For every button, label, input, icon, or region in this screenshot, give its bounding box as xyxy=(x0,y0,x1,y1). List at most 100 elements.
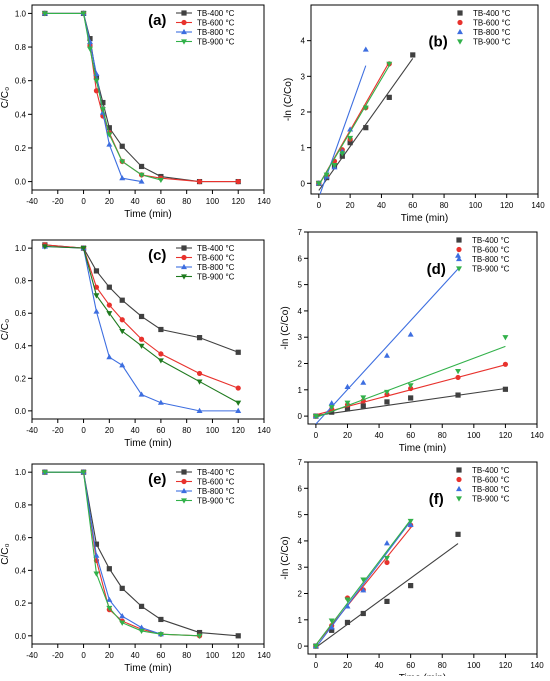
plot-frame xyxy=(307,461,538,655)
legend-marker xyxy=(181,28,187,35)
panel-label: (d) xyxy=(427,261,446,278)
series-tb-900-c-point xyxy=(99,107,106,113)
series-tb-400-c-point xyxy=(106,284,112,290)
series-tb-900-c-point xyxy=(119,159,126,165)
x-tick-label: 40 xyxy=(375,661,384,670)
legend-marker xyxy=(456,266,462,272)
x-tick-label: 120 xyxy=(499,431,513,440)
y-axis-label: -ln (C/Co) xyxy=(280,306,291,349)
series-tb-900-c-point xyxy=(106,311,113,317)
series-tb-400-c-point xyxy=(455,392,461,398)
series-tb-900-c-point xyxy=(87,46,93,52)
series-tb-900-c-point xyxy=(138,628,145,635)
series-tb-400-c-point xyxy=(138,163,145,170)
series-tb-800-c-point xyxy=(106,596,113,602)
series-tb-400-c-point xyxy=(386,94,392,100)
series-tb-800-c-point xyxy=(328,624,335,630)
series-tb-900-c-point xyxy=(138,343,145,349)
y-tick-label: 6 xyxy=(298,254,303,263)
plot-frame xyxy=(310,4,539,195)
series-tb-900-c-point xyxy=(407,518,414,525)
x-tick-label: 60 xyxy=(156,651,165,660)
series-tb-400-c-point xyxy=(158,616,164,623)
series-tb-900-c-point xyxy=(196,633,203,639)
x-tick-label: 100 xyxy=(467,661,481,670)
legend-marker xyxy=(456,255,462,262)
series-tb-600-c-point xyxy=(196,178,203,185)
series-tb-900-c-point xyxy=(157,358,164,364)
legend-label: TB-900 °C xyxy=(473,38,511,47)
x-tick-label: 140 xyxy=(257,426,271,435)
series-tb-900-c-point xyxy=(331,163,338,169)
series-tb-900-c-point xyxy=(386,61,393,67)
legend-entry: TB-800 °C xyxy=(456,255,510,264)
x-tick-label: 0 xyxy=(81,426,86,435)
x-tick-label: -40 xyxy=(26,197,38,206)
y-tick-label: 1 xyxy=(298,616,303,625)
series-tb-400-c-point xyxy=(329,627,335,633)
y-tick-label: 0.0 xyxy=(15,178,27,187)
legend-marker xyxy=(181,498,187,504)
legend-label: TB-600 °C xyxy=(197,478,235,487)
legend-marker xyxy=(456,496,462,502)
y-tick-label: 2 xyxy=(298,360,303,369)
series-tb-900-c-point xyxy=(312,414,319,420)
x-tick-label: 40 xyxy=(377,201,386,210)
legend-label: TB-900 °C xyxy=(472,265,510,274)
legend-marker xyxy=(181,10,187,16)
x-tick-label: 100 xyxy=(206,197,220,206)
legend-marker xyxy=(181,263,187,270)
series-tb-400-c-point xyxy=(196,629,203,636)
legend-marker xyxy=(181,478,187,485)
y-tick-label: 0.8 xyxy=(15,501,27,510)
series-tb-400-c-point xyxy=(138,313,145,320)
x-tick-label: 140 xyxy=(530,661,544,670)
legend-label: TB-400 °C xyxy=(197,244,235,253)
legend-entry: TB-900 °C xyxy=(457,38,511,47)
x-tick-label: 0 xyxy=(81,651,86,660)
y-tick-label: 0.6 xyxy=(15,534,27,543)
legend-label: TB-400 °C xyxy=(473,9,511,18)
series-tb-600-c-point xyxy=(106,302,112,308)
series-tb-800-c-point xyxy=(360,587,367,593)
y-tick-label: 5 xyxy=(298,281,303,290)
x-tick-label: 20 xyxy=(105,426,114,435)
series-tb-800-c-point xyxy=(407,521,414,527)
series-tb-900-c-point xyxy=(328,618,335,624)
series-tb-600-c-point xyxy=(138,336,145,342)
series-tb-900-c-point xyxy=(360,577,367,583)
legend-label: TB-400 °C xyxy=(197,468,235,477)
series-tb-900-c-point xyxy=(80,11,87,17)
series-tb-400-c-point xyxy=(106,566,112,572)
series-tb-900-c-line xyxy=(44,471,200,637)
series-tb-400-c-point xyxy=(344,406,351,412)
series-tb-900-c-point xyxy=(407,383,414,389)
x-tick-label: 80 xyxy=(182,426,191,435)
x-axis-label: Time (min) xyxy=(124,663,171,674)
legend-label: TB-400 °C xyxy=(472,236,510,245)
plot-frame xyxy=(31,4,265,191)
series-tb-900-c-point xyxy=(196,379,203,385)
x-tick-label: 120 xyxy=(499,661,513,670)
y-tick-label: 0 xyxy=(298,642,303,651)
x-axis-label: Time (min) xyxy=(401,213,448,224)
y-tick-label: 0.2 xyxy=(15,144,27,153)
x-tick-label: 60 xyxy=(406,431,415,440)
series-tb-600-c-point xyxy=(384,559,390,566)
series-tb-400-c-point xyxy=(360,610,366,617)
x-tick-label: 20 xyxy=(343,431,352,440)
x-tick-label: 80 xyxy=(182,651,191,660)
legend-label: TB-600 °C xyxy=(473,19,511,28)
series-tb-400-c-point xyxy=(347,140,353,146)
legend-label: TB-600 °C xyxy=(197,19,235,28)
y-tick-label: 1 xyxy=(298,386,303,395)
legend-label: TB-800 °C xyxy=(197,28,235,37)
series-tb-900-c-point xyxy=(93,78,100,84)
plot-area xyxy=(41,469,241,639)
x-tick-label: -40 xyxy=(26,426,38,435)
y-axis-label: -ln (C/Co) xyxy=(283,78,294,121)
series-tb-800-c-point xyxy=(93,308,100,314)
y-tick-label: 7 xyxy=(298,458,303,467)
